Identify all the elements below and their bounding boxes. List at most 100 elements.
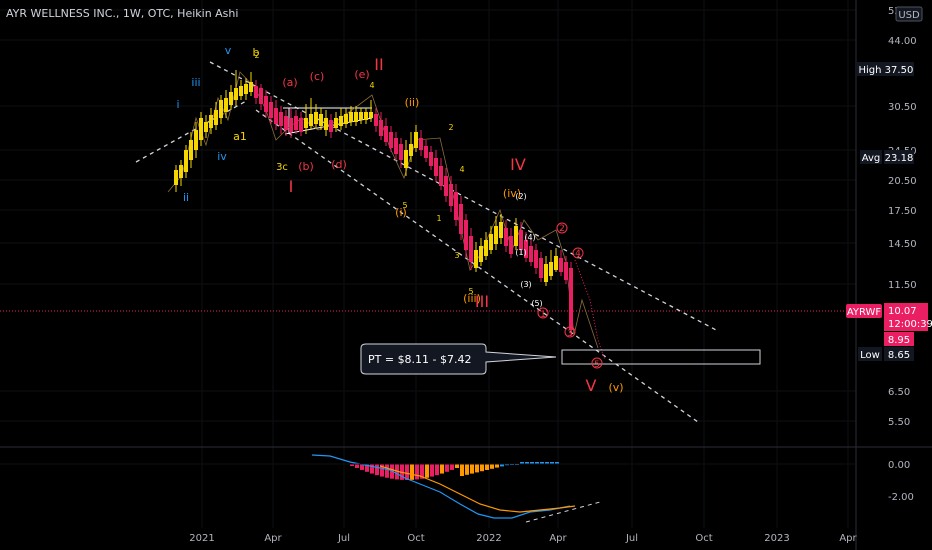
svg-text:AYRWF: AYRWF <box>847 307 882 318</box>
wave-label: II <box>374 55 383 74</box>
candle <box>249 72 253 96</box>
histogram-bar <box>435 464 439 476</box>
price-tick: 20.50 <box>888 176 917 187</box>
wave-label: 5 <box>594 360 600 370</box>
wave-circle <box>537 307 549 319</box>
candle <box>349 106 353 126</box>
grid <box>0 0 856 528</box>
candle <box>459 196 463 240</box>
candle <box>474 242 478 272</box>
candle <box>339 108 343 130</box>
projection-path <box>574 259 606 361</box>
histogram-bar <box>480 464 484 472</box>
candle <box>244 78 248 100</box>
candle <box>489 226 493 254</box>
wave-label: 3c <box>276 162 288 173</box>
candle <box>304 104 308 134</box>
histogram-bar <box>495 464 499 468</box>
time-tick: Apr <box>264 533 282 544</box>
candle <box>199 112 203 146</box>
wave-label: v <box>225 44 232 57</box>
time-tick: 2023 <box>764 533 789 544</box>
candle <box>529 238 533 266</box>
wave-label: 5 <box>402 201 407 210</box>
candle <box>424 140 428 162</box>
time-tick: Apr <box>839 533 857 544</box>
histogram-bar <box>505 464 509 466</box>
wave-label: (5) <box>531 299 542 308</box>
price-target-label: PT = $8.11 - $7.42 <box>368 353 472 366</box>
histogram-bar <box>555 462 559 464</box>
histogram-bar <box>365 464 369 472</box>
target-zone <box>561 349 761 365</box>
wave-circle <box>591 357 603 369</box>
price-tick: 6.50 <box>888 387 910 398</box>
candle <box>334 112 338 132</box>
price-tick: 11.50 <box>888 280 917 291</box>
candle <box>499 214 503 244</box>
wave-label: (iv) <box>503 187 521 200</box>
candle <box>454 184 458 226</box>
candle <box>254 80 258 104</box>
candle <box>449 176 453 212</box>
wave-label: (1) <box>515 248 526 257</box>
wave-label: ii <box>183 191 189 204</box>
wave-label: 2 <box>254 51 259 60</box>
low-tag: Low 8.65 <box>858 347 914 361</box>
candle <box>554 248 558 272</box>
histogram-bar <box>455 464 459 468</box>
candle <box>469 228 473 270</box>
candle <box>389 126 393 152</box>
histogram-bar <box>450 464 454 470</box>
wave-label: (v) <box>608 381 623 394</box>
wave-circle <box>564 326 576 338</box>
candle <box>239 80 243 100</box>
candle <box>439 158 443 190</box>
wave-label: 2 <box>559 224 565 234</box>
candle <box>214 102 218 130</box>
candle <box>514 218 518 250</box>
candle <box>289 108 293 138</box>
time-tick: Apr <box>549 533 567 544</box>
wave-label: (2) <box>515 192 526 201</box>
time-tick: Oct <box>407 533 424 544</box>
candle <box>409 132 413 162</box>
wave-label: (e) <box>354 68 369 81</box>
wave-label: I <box>289 177 294 196</box>
candle <box>434 150 438 182</box>
candle <box>369 100 373 122</box>
currency-badge[interactable]: USD <box>895 6 923 22</box>
histogram-bar <box>540 462 544 464</box>
histogram-bar <box>440 464 444 474</box>
candle <box>399 138 403 168</box>
candle <box>264 90 268 118</box>
candle <box>229 85 233 110</box>
histogram-bar <box>360 464 364 470</box>
candle <box>534 244 538 274</box>
candle <box>234 70 238 106</box>
osc-tick: 0.00 <box>888 460 910 471</box>
wave-label: 3 <box>454 251 459 260</box>
wave-label: iv <box>217 150 227 163</box>
wave-label: (3) <box>520 280 531 289</box>
svg-text:37.50: 37.50 <box>885 65 914 76</box>
svg-text:8.65: 8.65 <box>888 350 910 361</box>
wave-label: (d) <box>331 158 347 171</box>
candle <box>174 165 178 192</box>
wave-label: (4) <box>524 233 535 242</box>
svg-text:USD: USD <box>898 10 920 21</box>
wave-label: 3 <box>567 329 573 339</box>
avg-tag: Avg 23.18 <box>860 150 914 164</box>
histogram-bar <box>425 464 429 478</box>
price-target-callout[interactable]: PT = $8.11 - $7.42 <box>360 343 557 375</box>
histogram-bar <box>545 462 549 464</box>
time-axis[interactable]: 2021 Apr Jul Oct 2022 Apr Jul Oct 2023 Apr <box>189 533 857 544</box>
candle <box>379 112 383 140</box>
wave-label: V <box>586 376 597 395</box>
candle <box>274 100 278 130</box>
wave-circle <box>572 247 584 259</box>
wave-label: (a) <box>282 76 297 89</box>
candle <box>184 145 188 178</box>
